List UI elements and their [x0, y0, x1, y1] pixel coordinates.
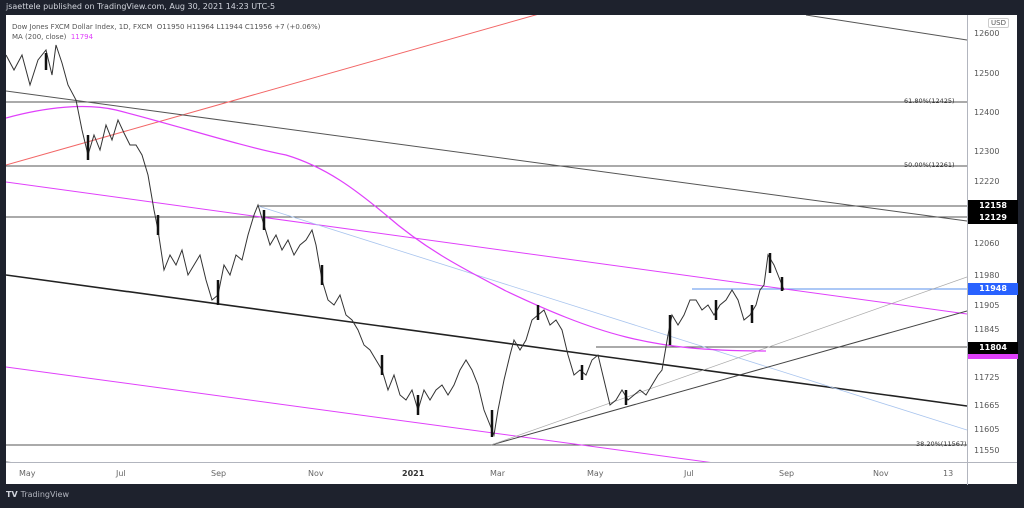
price-tick: 11665 — [974, 401, 1000, 410]
chart-legend: Dow Jones FXCM Dollar Index, 1D, FXCM O1… — [12, 22, 320, 42]
price-tick: 11725 — [974, 373, 1000, 382]
publisher-text: jsaettele published on TradingView.com, … — [6, 2, 276, 11]
price-tick: 11980 — [974, 271, 1000, 280]
fib-618-label: 61.80%(12425) — [904, 97, 955, 105]
top-right-trendline — [805, 15, 967, 41]
upper-trendline — [6, 90, 967, 222]
price-tick: 12600 — [974, 29, 1000, 38]
footer-brand[interactable]: TV TradingView — [6, 490, 69, 499]
magenta-lower-line — [6, 366, 711, 462]
plot-area[interactable]: Dow Jones FXCM Dollar Index, 1D, FXCM O1… — [6, 15, 967, 462]
ma-200-curve — [6, 105, 767, 352]
price-label-11804: 11804 — [968, 342, 1018, 354]
time-tick: 2021 — [402, 469, 425, 478]
time-axis[interactable]: May Jul Sep Nov 2021 Mar May Jul Sep Nov… — [6, 462, 1017, 485]
price-tick: 11550 — [974, 446, 1000, 455]
price-tick: 12500 — [974, 69, 1000, 78]
ohlc-values: O11950 H11964 L11944 C11956 +7 (+0.06%) — [156, 23, 321, 31]
time-tick: 13 — [943, 469, 954, 478]
magenta-upper-line — [6, 181, 967, 315]
currency-unit: USD — [988, 18, 1009, 28]
time-tick: Sep — [779, 469, 795, 478]
time-tick: Nov — [308, 469, 324, 478]
ma-value: 11794 — [70, 33, 94, 41]
blue-trendline — [257, 205, 967, 431]
price-label-12129: 12129 — [968, 212, 1018, 224]
price-axis[interactable]: USD 12600 12500 12400 12300 12220 12060 … — [967, 15, 1018, 462]
price-tick: 11845 — [974, 325, 1000, 334]
time-tick: May — [587, 469, 604, 478]
price-tick: 11605 — [974, 425, 1000, 434]
fib-382-label: 38.20%(11567) — [916, 440, 967, 448]
ma-legend: MA (200, close) 11794 — [12, 33, 94, 41]
chart-panel[interactable]: Dow Jones FXCM Dollar Index, 1D, FXCM O1… — [6, 15, 1018, 485]
price-candles — [6, 44, 785, 437]
tradingview-logo-icon: TV — [6, 490, 18, 499]
support-line — [490, 310, 967, 446]
chart-drawing — [6, 15, 967, 462]
time-tick: Mar — [490, 469, 506, 478]
brand-name: TradingView — [20, 490, 69, 499]
support-line-light — [490, 276, 967, 446]
black-trendline — [6, 274, 967, 407]
last-price-label: 11948 — [968, 283, 1018, 295]
axis-corner — [967, 463, 968, 485]
candle-bodies — [44, 53, 784, 437]
publisher-bar: jsaettele published on TradingView.com, … — [0, 0, 1024, 15]
time-tick: Sep — [211, 469, 227, 478]
time-tick: Jul — [116, 469, 126, 478]
red-trendline — [6, 15, 538, 166]
time-tick: Jul — [684, 469, 694, 478]
time-tick: Nov — [873, 469, 889, 478]
ma-price-label — [968, 354, 1018, 359]
symbol-line: Dow Jones FXCM Dollar Index, 1D, FXCM O1… — [12, 23, 321, 31]
price-tick: 12300 — [974, 147, 1000, 156]
time-tick: May — [19, 469, 36, 478]
price-tick: 11905 — [974, 301, 1000, 310]
price-tick: 12220 — [974, 177, 1000, 186]
price-tick: 12060 — [974, 239, 1000, 248]
price-label-12158: 12158 — [968, 200, 1018, 212]
fib-50-label: 50.00%(12261) — [904, 161, 955, 169]
price-tick: 12400 — [974, 108, 1000, 117]
